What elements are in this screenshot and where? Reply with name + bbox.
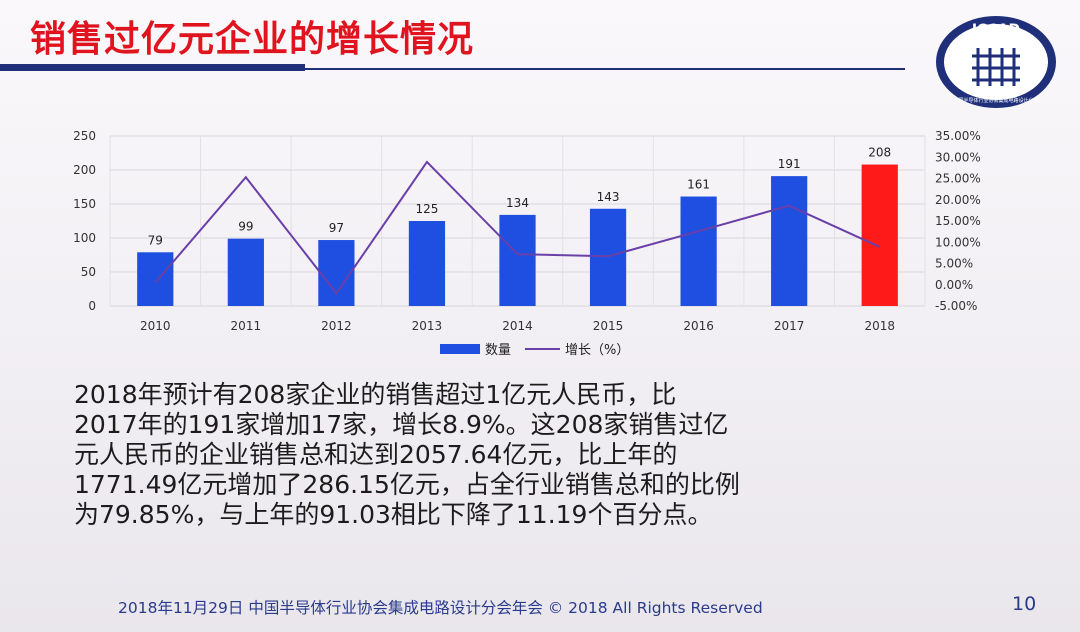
bar-data-label: 161 (687, 178, 710, 192)
body-line: 2017年的191家增加17家，增长8.9%。这208家销售过亿 (74, 410, 729, 439)
legend-label: 增长（%） (565, 343, 629, 358)
y-right-tick-label: 20.00% (935, 193, 981, 207)
x-tick-label: 2011 (231, 319, 262, 333)
title-underline-thin (305, 68, 905, 70)
chart-legend: 数量 增长（%） (440, 343, 629, 358)
y-left-tick-label: 150 (73, 197, 96, 211)
y-right-tick-label: 25.00% (935, 172, 981, 186)
footer-text: 2018年11月29日 中国半导体行业协会集成电路设计分会年会 © 2018 A… (118, 599, 763, 617)
bar (680, 196, 717, 306)
iccad-logo: ICCAD 中国半导体行业协会集成电路设计分会 (936, 16, 1056, 108)
y-right-tick-label: 10.00% (935, 235, 981, 249)
combo-chart: 0 50 100 150 200 250 -5.00% 0.00% 5.00% 10.00% 15… (73, 129, 981, 358)
x-tick-label: 2012 (321, 319, 352, 333)
y-right-tick-label: 5.00% (935, 257, 973, 271)
title-underline-thick (0, 64, 305, 71)
body-line: 1771.49亿元增加了286.15亿元，占全行业销售总和的比例 (74, 470, 740, 499)
page-number: 10 (1012, 593, 1037, 615)
body-line: 为79.85%，与上年的91.03相比下降了11.19个百分点。 (74, 500, 713, 529)
x-tick-label: 2015 (593, 319, 624, 333)
y-left-tick-label: 200 (73, 163, 96, 177)
y-right-tick-label: 35.00% (935, 129, 981, 143)
bar-data-label: 134 (506, 196, 529, 210)
bar-data-label: 99 (238, 220, 253, 234)
bar (861, 164, 898, 306)
x-tick-label: 2014 (502, 319, 533, 333)
y-axis-right: -5.00% 0.00% 5.00% 10.00% 15.00% 20.00% 25.00%… (935, 129, 981, 313)
slide-title: 销售过亿元企业的增长情况 (30, 19, 475, 60)
bar-data-label: 125 (415, 202, 438, 216)
bar-data-label: 208 (868, 146, 891, 160)
x-axis: 2010 2011 2012 2013 2014 2015 2016 2017 2018 (140, 319, 895, 333)
bar-data-label: 143 (597, 190, 620, 204)
logo-subtext: 中国半导体行业协会集成电路设计分会 (953, 97, 1038, 104)
logo-inner (944, 24, 1048, 100)
body-line: 2018年预计有208家企业的销售超过1亿元人民币，比 (74, 380, 677, 409)
legend-bar-swatch (440, 344, 480, 354)
legend-label: 数量 (485, 343, 511, 358)
x-tick-label: 2018 (864, 319, 895, 333)
x-tick-label: 2013 (412, 319, 443, 333)
bar (408, 221, 446, 306)
bar-data-label: 191 (778, 157, 801, 171)
logo-text: ICCAD (972, 22, 1020, 38)
x-tick-label: 2016 (683, 319, 714, 333)
bar-data-label: 97 (329, 221, 344, 235)
y-right-tick-label: -5.00% (935, 299, 977, 313)
y-left-tick-label: 250 (73, 129, 96, 143)
body-line: 元人民币的企业销售总和达到2057.64亿元，比上年的 (74, 440, 678, 469)
logo-grid-icon (972, 48, 1020, 86)
y-left-tick-label: 50 (81, 265, 96, 279)
y-left-tick-label: 0 (88, 299, 96, 313)
y-axis-left: 0 50 100 150 200 250 (73, 129, 96, 313)
y-right-tick-label: 0.00% (935, 278, 973, 292)
y-right-tick-label: 30.00% (935, 150, 981, 164)
bar (589, 208, 627, 306)
bar (227, 238, 264, 306)
y-right-tick-label: 15.00% (935, 214, 981, 228)
bar-data-label: 79 (148, 233, 163, 247)
bar (499, 214, 536, 306)
x-tick-label: 2010 (140, 319, 171, 333)
bar (771, 176, 808, 306)
bar-series: 79 99 97 125 134 143 161 191 208 (137, 146, 898, 306)
y-left-tick-label: 100 (73, 231, 96, 245)
body-text: 2018年预计有208家企业的销售超过1亿元人民币，比 2017年的191家增加… (74, 380, 1014, 530)
bar (318, 240, 355, 306)
line-series (154, 160, 881, 295)
x-tick-label: 2017 (774, 319, 805, 333)
bar (137, 252, 174, 306)
